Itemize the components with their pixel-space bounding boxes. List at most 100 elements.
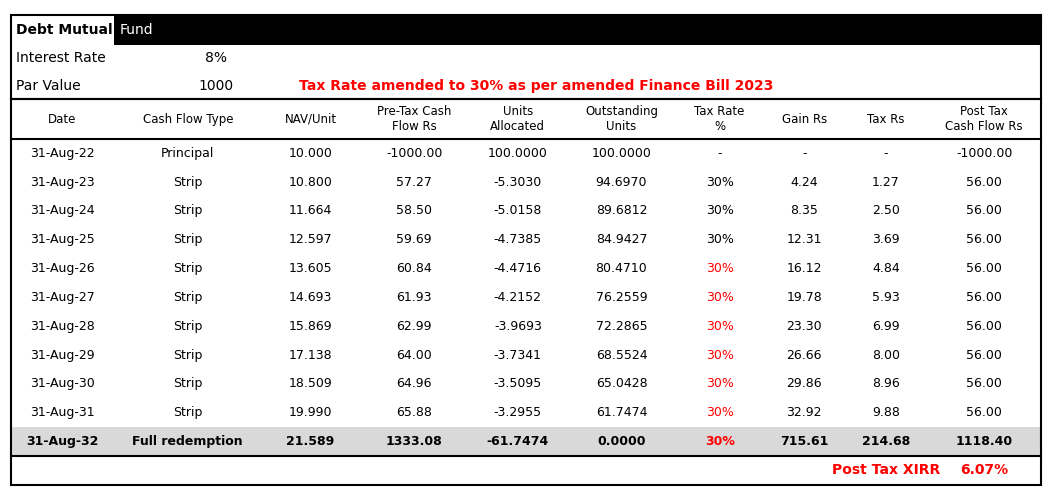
Text: 19.990: 19.990 [289,406,332,419]
Text: 31-Aug-31: 31-Aug-31 [31,406,95,419]
Text: -3.7341: -3.7341 [493,348,542,361]
Text: Gain Rs: Gain Rs [782,112,827,126]
Text: 31-Aug-28: 31-Aug-28 [29,320,95,333]
Text: 214.68: 214.68 [862,435,910,448]
Text: 100.0000: 100.0000 [488,147,548,160]
Text: 14.693: 14.693 [289,291,332,304]
Text: 16.12: 16.12 [787,262,822,275]
Text: 62.99: 62.99 [397,320,432,333]
Text: 4.24: 4.24 [790,176,818,189]
Text: 13.605: 13.605 [288,262,332,275]
Text: Strip: Strip [174,348,202,361]
Bar [11,225,1041,254]
Bar [11,168,1041,197]
Text: 26.66: 26.66 [787,348,822,361]
Bar [11,456,1041,485]
Text: -3.2955: -3.2955 [493,406,542,419]
Text: 60.84: 60.84 [397,262,432,275]
Text: -4.7385: -4.7385 [493,233,542,246]
Text: Strip: Strip [174,233,202,246]
Text: 57.27: 57.27 [397,176,432,189]
Bar [115,15,1041,45]
Text: Strip: Strip [174,176,202,189]
Text: 30%: 30% [705,435,734,448]
Text: 89.6812: 89.6812 [595,204,647,217]
Text: 30%: 30% [706,176,733,189]
Text: 56.00: 56.00 [967,291,1003,304]
Text: 3.69: 3.69 [872,233,899,246]
Text: 31-Aug-29: 31-Aug-29 [31,348,95,361]
Text: -3.5095: -3.5095 [493,377,542,391]
Text: 10.800: 10.800 [288,176,332,189]
Text: 1118.40: 1118.40 [955,435,1013,448]
Text: 10.000: 10.000 [288,147,332,160]
Text: 59.69: 59.69 [397,233,432,246]
Text: -1000.00: -1000.00 [956,147,1012,160]
Text: 1333.08: 1333.08 [386,435,443,448]
Text: 56.00: 56.00 [967,262,1003,275]
Text: 64.00: 64.00 [397,348,432,361]
Text: Strip: Strip [174,204,202,217]
Text: 29.86: 29.86 [787,377,822,391]
Text: 2.50: 2.50 [872,204,899,217]
Text: 19.78: 19.78 [786,291,822,304]
Text: 30%: 30% [706,348,733,361]
Bar [11,197,1041,225]
Text: 12.597: 12.597 [288,233,332,246]
Bar [11,15,115,45]
Text: 32.92: 32.92 [787,406,822,419]
Text: Strip: Strip [174,406,202,419]
Text: 6.07%: 6.07% [960,463,1008,478]
Text: 23.30: 23.30 [787,320,822,333]
Text: 8.35: 8.35 [790,204,818,217]
Text: 18.509: 18.509 [288,377,332,391]
Text: 15.869: 15.869 [288,320,332,333]
Text: 58.50: 58.50 [397,204,432,217]
Bar [11,398,1041,427]
Text: 30%: 30% [706,320,733,333]
Bar [11,312,1041,341]
Bar [11,283,1041,312]
Text: 31-Aug-32: 31-Aug-32 [26,435,99,448]
Text: Fund: Fund [120,23,153,37]
Text: 56.00: 56.00 [967,377,1003,391]
Text: 11.664: 11.664 [289,204,332,217]
Text: Strip: Strip [174,320,202,333]
Text: 6.99: 6.99 [872,320,899,333]
Text: -61.7474: -61.7474 [487,435,549,448]
Text: 31-Aug-27: 31-Aug-27 [29,291,95,304]
Text: Pre-Tax Cash
Flow Rs: Pre-Tax Cash Flow Rs [377,105,451,133]
Text: 30%: 30% [706,233,733,246]
Bar [11,139,1041,168]
Text: -: - [717,147,722,160]
Text: 61.7474: 61.7474 [595,406,647,419]
Text: 31-Aug-24: 31-Aug-24 [31,204,95,217]
Text: Strip: Strip [174,291,202,304]
Text: Tax Rs: Tax Rs [867,112,905,126]
Text: 94.6970: 94.6970 [595,176,647,189]
Text: 31-Aug-23: 31-Aug-23 [31,176,95,189]
Text: 31-Aug-22: 31-Aug-22 [31,147,95,160]
Text: 100.0000: 100.0000 [591,147,651,160]
Text: -4.2152: -4.2152 [493,291,542,304]
Text: Strip: Strip [174,377,202,391]
Bar [11,254,1041,283]
Text: 30%: 30% [706,406,733,419]
Text: -5.0158: -5.0158 [493,204,542,217]
Text: 17.138: 17.138 [288,348,332,361]
Text: 56.00: 56.00 [967,406,1003,419]
Text: 0.0000: 0.0000 [598,435,646,448]
Text: Debt Mutual: Debt Mutual [16,23,113,37]
Text: 65.88: 65.88 [397,406,432,419]
Text: 1000: 1000 [198,79,234,93]
Text: Post Tax XIRR: Post Tax XIRR [832,463,940,478]
Text: 715.61: 715.61 [780,435,828,448]
Text: 5.93: 5.93 [872,291,899,304]
Text: 72.2865: 72.2865 [595,320,647,333]
Text: 84.9427: 84.9427 [595,233,647,246]
Text: 21.589: 21.589 [286,435,335,448]
Text: Date: Date [48,112,77,126]
Text: 65.0428: 65.0428 [595,377,647,391]
Text: 80.4710: 80.4710 [595,262,647,275]
Text: 31-Aug-25: 31-Aug-25 [29,233,95,246]
